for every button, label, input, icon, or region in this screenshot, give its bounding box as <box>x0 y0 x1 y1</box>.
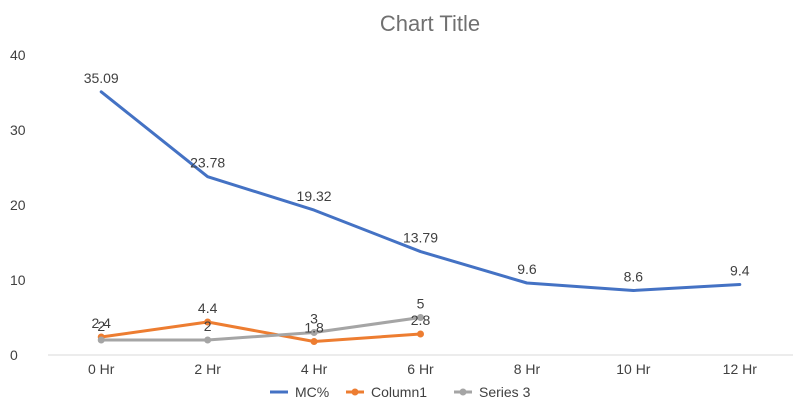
x-tick-label: 8 Hr <box>514 361 541 377</box>
x-tick-label: 12 Hr <box>723 361 758 377</box>
data-point-column1 <box>417 330 424 338</box>
data-label-series-3: 2 <box>204 318 212 334</box>
data-label-series-3: 2 <box>97 318 105 334</box>
data-label-mc: 9.6 <box>517 261 537 277</box>
legend-entry-series-3: Series 3 <box>454 384 531 400</box>
data-label-column1: 2.8 <box>411 312 431 328</box>
series-mc <box>99 90 742 292</box>
data-label-series-3: 5 <box>417 296 425 312</box>
data-label-mc: 23.78 <box>190 155 225 171</box>
data-label-mc: 8.6 <box>624 269 644 285</box>
data-point-series-3 <box>417 314 424 321</box>
legend: MC% Column1 Series 3 <box>270 384 531 400</box>
data-label-column1: 4.4 <box>198 300 218 316</box>
series-line-column1 <box>99 320 422 343</box>
data-label-mc: 13.79 <box>403 230 438 246</box>
data-label-column1: 1.8 <box>304 320 324 336</box>
legend-label-column1: Column1 <box>371 384 427 400</box>
x-tick-label: 6 Hr <box>407 361 434 377</box>
data-point-series-3 <box>97 336 105 344</box>
legend-entry-mc: MC% <box>270 384 329 400</box>
legend-entry-column1: Column1 <box>346 384 427 400</box>
x-tick-label: 4 Hr <box>301 361 328 377</box>
y-axis: 0 10 20 30 40 <box>10 47 26 363</box>
data-label-layer: 35.09 23.78 19.32 13.79 9.6 8.6 9.4 2.4 4.4 1.8 2.… <box>84 70 750 336</box>
data-label-series-3: 3 <box>310 311 318 327</box>
x-tick-label: 2 Hr <box>194 361 221 377</box>
legend-label-series-3: Series 3 <box>479 384 531 400</box>
data-label-mc: 35.09 <box>84 70 119 86</box>
y-tick-label: 20 <box>10 197 26 213</box>
y-tick-label: 40 <box>10 47 26 63</box>
y-tick-label: 0 <box>10 347 18 363</box>
chart-title: Chart Title <box>380 11 480 36</box>
legend-marker-series-3 <box>459 388 467 396</box>
data-label-column1: 2.4 <box>91 315 111 331</box>
data-point-series-3 <box>310 329 318 336</box>
series-line-series-3 <box>99 316 422 342</box>
legend-label-mc: MC% <box>295 384 329 400</box>
data-point-column1 <box>204 318 212 326</box>
y-tick-label: 30 <box>10 122 26 138</box>
series-line-mc <box>99 90 742 292</box>
data-label-mc: 19.32 <box>297 188 332 204</box>
series-layer <box>97 90 742 345</box>
legend-marker-column1 <box>351 388 359 396</box>
x-axis: 0 Hr 2 Hr 4 Hr 6 Hr 8 Hr 10 Hr 12 Hr <box>48 354 793 377</box>
data-point-column1 <box>310 338 318 345</box>
series-series-3 <box>97 314 424 344</box>
x-tick-label: 0 Hr <box>88 361 115 377</box>
data-point-series-3 <box>204 336 212 344</box>
data-label-mc: 9.4 <box>730 263 750 279</box>
y-tick-label: 10 <box>10 272 26 288</box>
x-tick-label: 10 Hr <box>616 361 651 377</box>
